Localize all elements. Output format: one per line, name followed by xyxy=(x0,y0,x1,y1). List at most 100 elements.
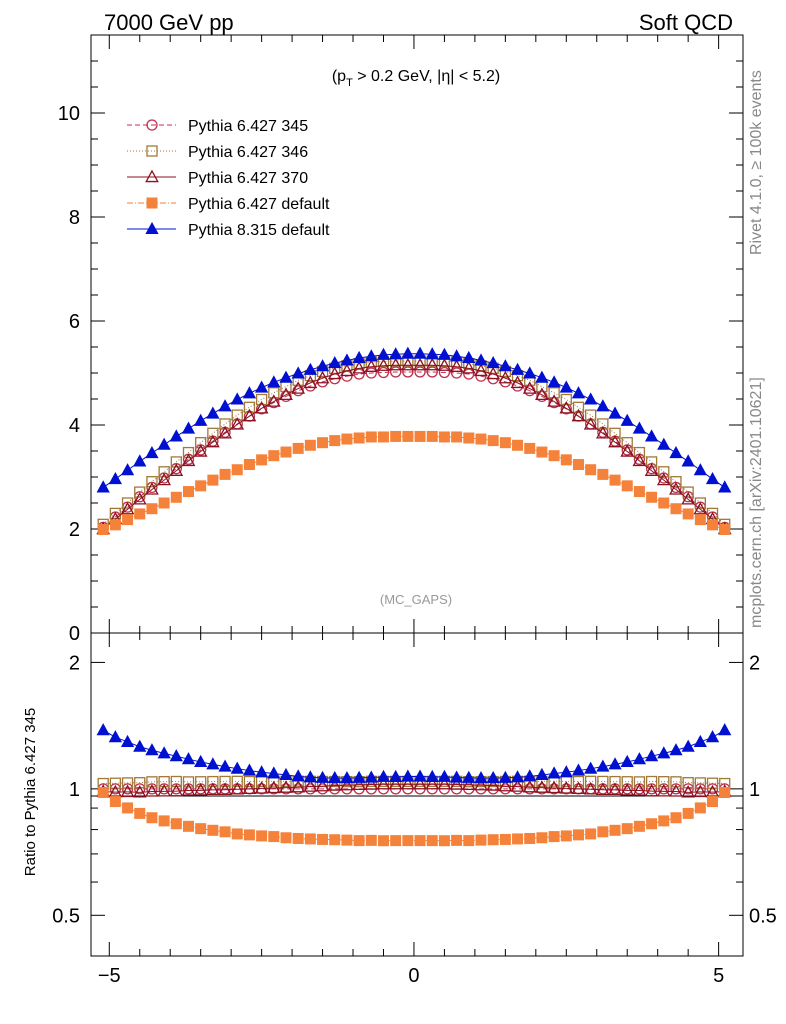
data-point xyxy=(315,370,330,384)
data-point xyxy=(292,442,304,454)
data-point xyxy=(195,480,207,492)
data-point xyxy=(670,476,682,488)
data-point xyxy=(669,784,683,797)
xtick-label: 0 xyxy=(408,965,419,987)
data-point xyxy=(364,359,379,372)
data-point xyxy=(608,434,622,448)
data-point xyxy=(475,433,487,445)
data-point xyxy=(304,439,316,451)
data-point xyxy=(620,754,634,767)
data-point xyxy=(193,783,208,796)
data-point xyxy=(231,409,243,421)
data-point xyxy=(597,826,609,838)
data-point xyxy=(646,818,658,830)
data-point xyxy=(658,466,670,478)
data-point xyxy=(243,401,256,413)
ratio-ytick-label: 0.5 xyxy=(52,905,80,927)
data-point xyxy=(474,771,488,784)
data-point xyxy=(146,476,158,488)
data-point xyxy=(170,775,182,788)
data-point xyxy=(450,367,463,379)
data-point xyxy=(256,830,268,842)
data-point xyxy=(315,770,330,783)
data-point xyxy=(461,777,476,791)
data-point xyxy=(266,394,281,407)
data-point xyxy=(463,432,475,444)
data-point xyxy=(182,446,195,459)
data-point xyxy=(670,783,682,795)
data-point xyxy=(243,775,256,788)
data-point xyxy=(463,835,475,847)
data-point xyxy=(341,433,353,445)
data-point xyxy=(291,769,305,782)
legend: Pythia 6.427 345 Pythia 6.427 346 Pythia 6… xyxy=(127,118,330,239)
data-point xyxy=(571,386,586,399)
data-point xyxy=(158,815,170,827)
data-point xyxy=(548,783,560,795)
data-point xyxy=(585,775,597,787)
data-point xyxy=(97,524,109,536)
data-point xyxy=(438,835,450,847)
data-point xyxy=(377,431,389,443)
data-point xyxy=(207,824,219,836)
data-point xyxy=(279,780,293,793)
data-point xyxy=(207,474,219,486)
data-point xyxy=(535,780,549,793)
data-point xyxy=(218,782,232,795)
data-point xyxy=(134,508,146,520)
ratio-series-3 xyxy=(97,786,731,847)
series-line xyxy=(102,371,726,528)
data-point xyxy=(341,834,353,846)
data-point xyxy=(524,832,536,844)
data-point xyxy=(145,784,159,797)
data-point xyxy=(621,823,633,835)
data-point xyxy=(644,749,659,762)
data-point xyxy=(242,408,257,422)
data-point xyxy=(146,776,158,788)
data-point xyxy=(596,399,610,412)
data-point xyxy=(584,761,598,774)
data-point xyxy=(108,730,122,743)
data-point xyxy=(693,784,708,798)
data-point xyxy=(487,435,499,447)
data-point xyxy=(522,779,537,793)
data-point xyxy=(681,491,696,505)
legend-label: Pythia 6.427 370 xyxy=(188,170,308,187)
data-point xyxy=(681,739,695,752)
data-point xyxy=(327,366,342,380)
data-point xyxy=(365,834,377,846)
data-point xyxy=(181,752,196,765)
data-point xyxy=(256,454,268,466)
data-point xyxy=(536,832,548,844)
data-point xyxy=(120,784,135,798)
data-point xyxy=(121,783,134,795)
data-point xyxy=(388,357,403,371)
data-point xyxy=(633,776,646,788)
data-point xyxy=(597,468,609,480)
data-point xyxy=(134,783,146,795)
data-point xyxy=(193,444,208,457)
data-point xyxy=(146,119,158,131)
data-point xyxy=(146,197,158,209)
ratio-ylabel: Ratio to Pythia 6.427 345 xyxy=(22,708,39,876)
data-point xyxy=(548,450,560,462)
data-point xyxy=(340,353,354,366)
data-point xyxy=(670,503,682,515)
data-point xyxy=(608,757,622,770)
data-point xyxy=(498,778,513,792)
data-point xyxy=(694,802,706,814)
data-point xyxy=(280,446,292,458)
data-point xyxy=(632,421,647,434)
data-point xyxy=(207,775,219,788)
data-point xyxy=(451,834,463,846)
data-point xyxy=(682,486,694,498)
data-point xyxy=(548,831,560,843)
data-point xyxy=(303,770,317,783)
data-point xyxy=(425,769,439,782)
data-point xyxy=(292,783,304,795)
data-point xyxy=(425,347,439,360)
data-point xyxy=(266,780,281,794)
header-right: Soft QCD xyxy=(639,10,733,35)
data-point xyxy=(536,783,548,795)
data-point xyxy=(437,769,452,782)
